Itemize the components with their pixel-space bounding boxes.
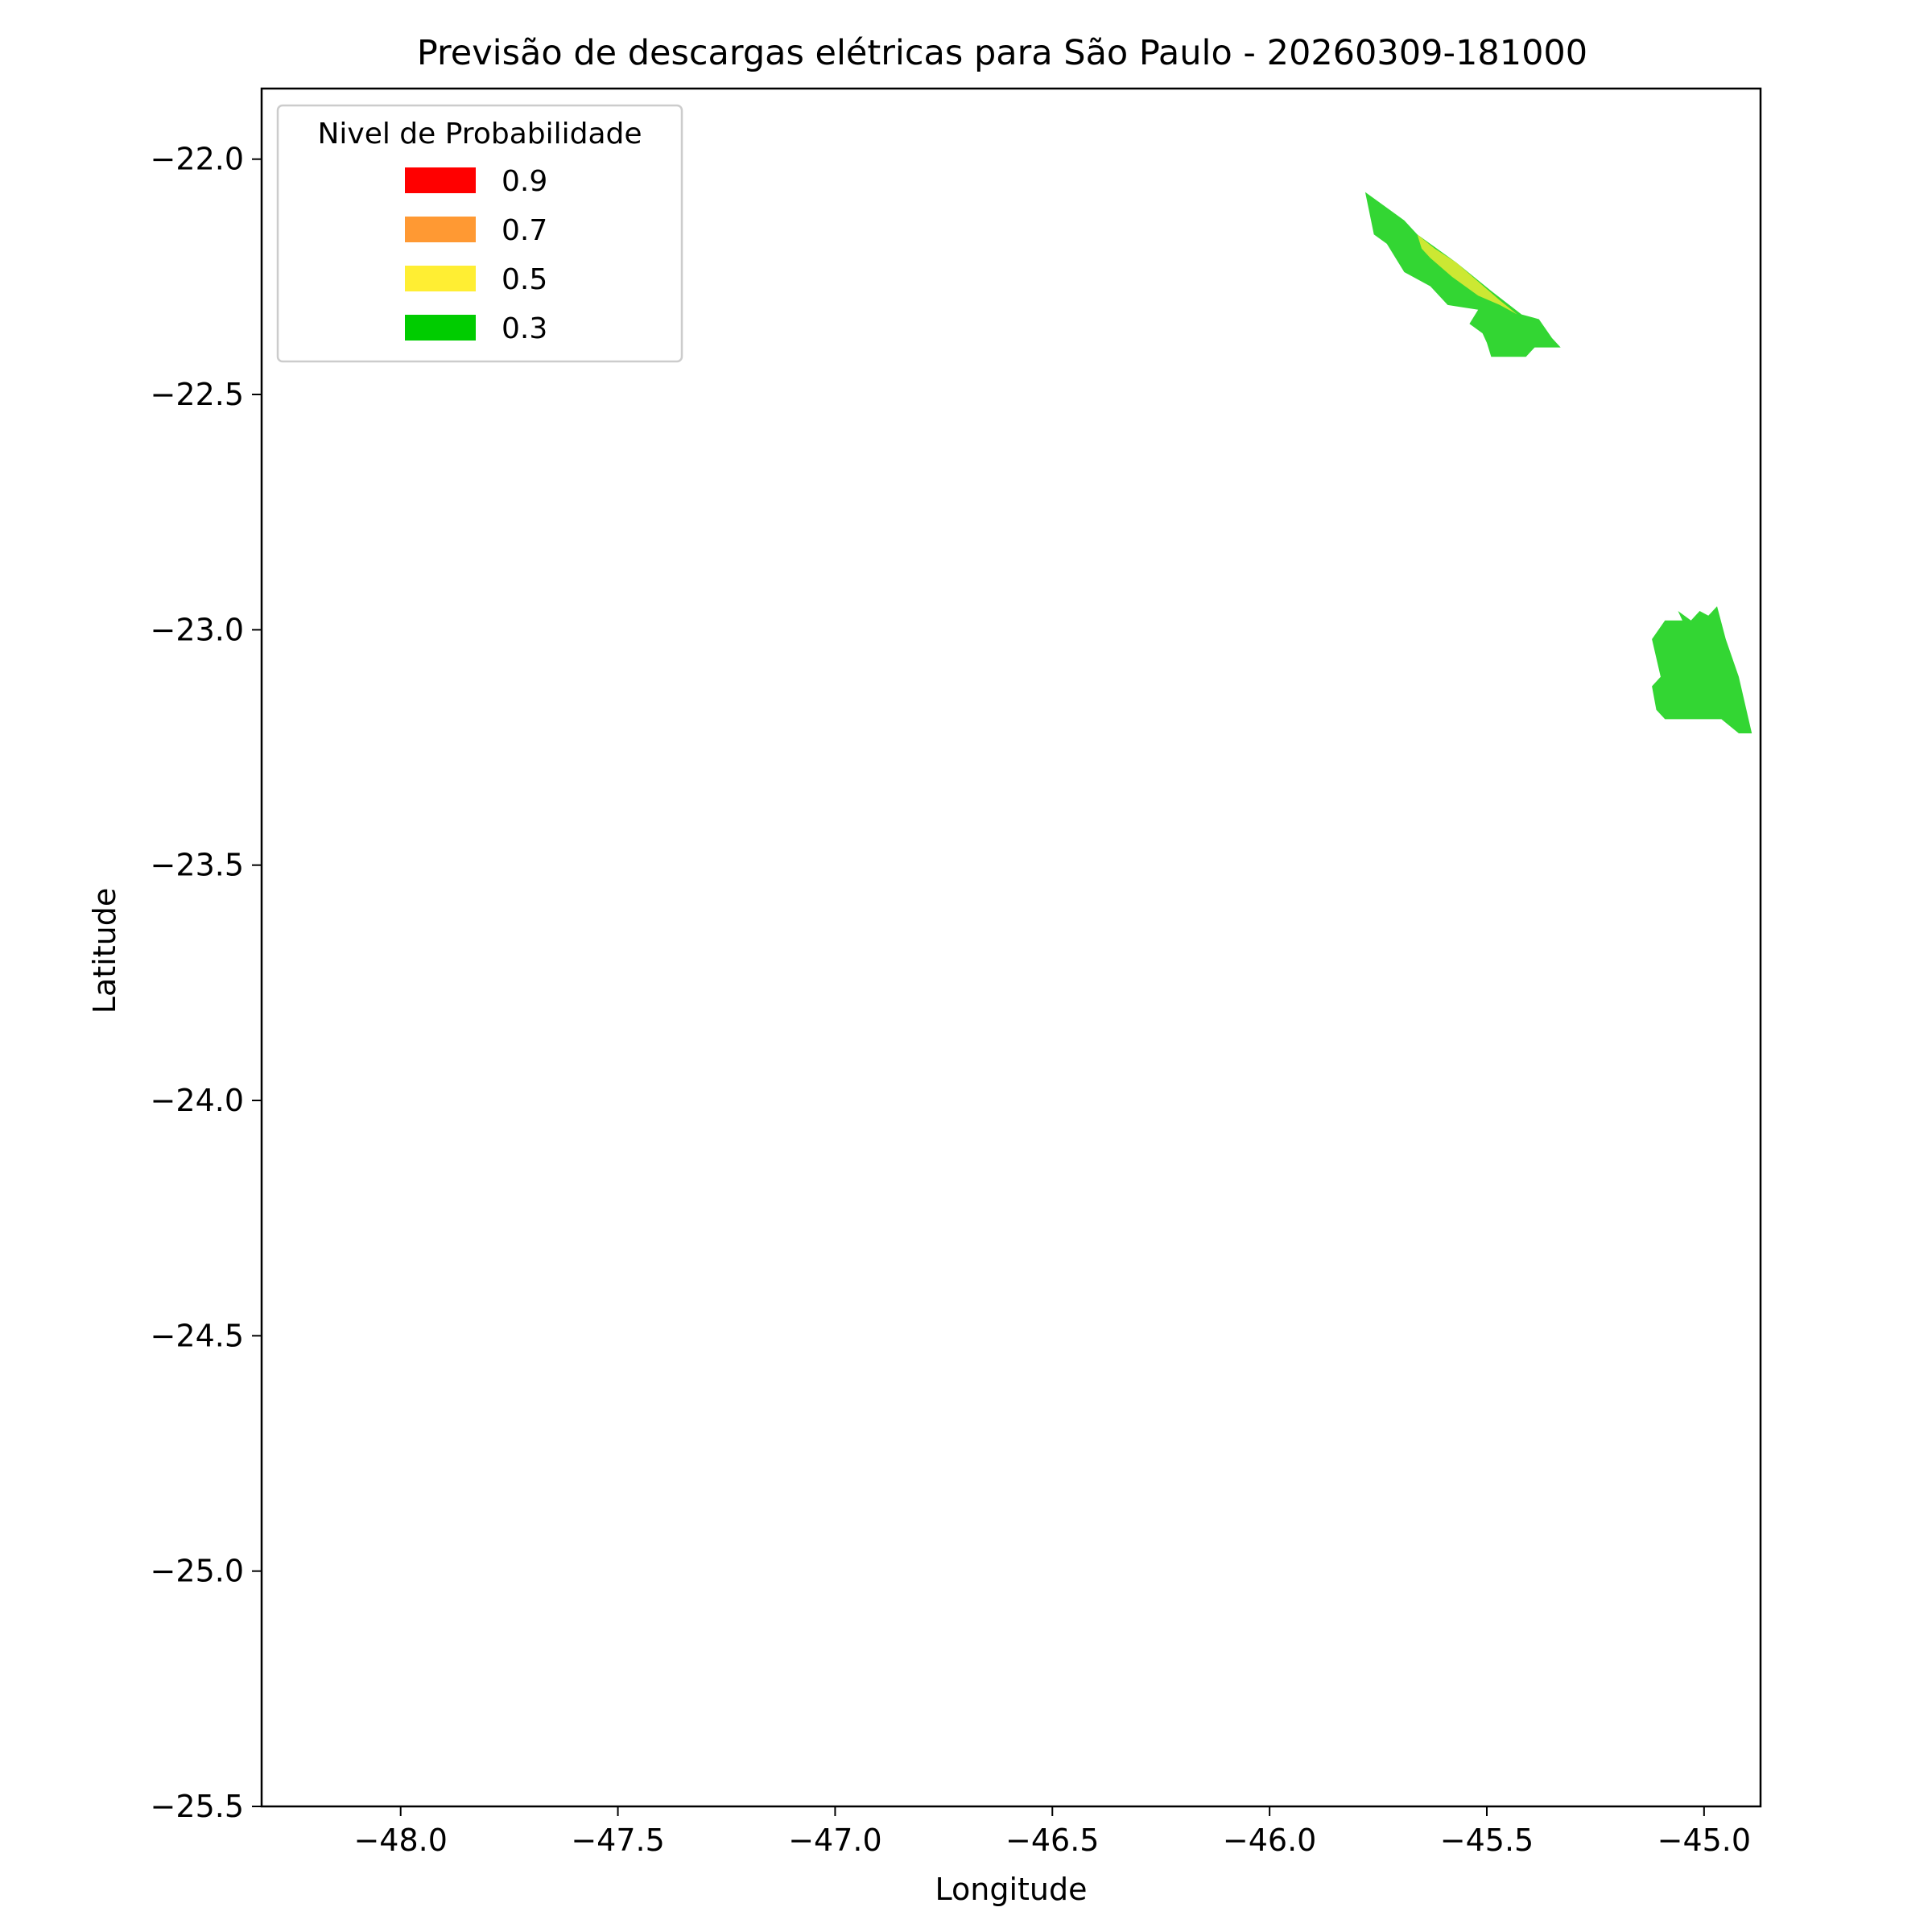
y-axis-label: Latitude xyxy=(87,888,122,1013)
y-tick-label: −22.0 xyxy=(151,142,244,177)
y-tick-label: −25.5 xyxy=(151,1789,244,1824)
y-axis-ticks: −22.0 −22.5 −23.0 −23.5 −24.0 −24.5 −25.0 −25.5 xyxy=(151,142,262,1824)
x-tick-label: −48.0 xyxy=(353,1823,447,1858)
x-tick-label: −45.0 xyxy=(1657,1823,1751,1858)
legend-title: Nivel de Probabilidade xyxy=(317,118,642,151)
legend-label: 0.9 xyxy=(502,165,547,198)
legend-frame xyxy=(276,104,683,363)
x-tick-label: −46.0 xyxy=(1223,1823,1316,1858)
chart-title: Previsão de descargas elétricas para São… xyxy=(417,33,1587,73)
legend-label: 0.3 xyxy=(502,312,547,345)
legend: Nivel de Probabilidade 0.9 0.7 0.5 0.3 xyxy=(276,104,683,363)
y-tick-label: −24.5 xyxy=(151,1318,244,1353)
y-tick-label: −23.0 xyxy=(151,612,244,647)
forecast-regions xyxy=(1364,192,1752,733)
x-tick-label: −47.5 xyxy=(571,1823,664,1858)
legend-label: 0.7 xyxy=(502,214,547,247)
x-axis-label: Longitude xyxy=(935,1872,1088,1907)
plot-frame xyxy=(260,87,1762,1808)
legend-swatch xyxy=(405,266,476,291)
y-tick-label: −22.5 xyxy=(151,377,244,412)
legend-swatch xyxy=(405,167,476,193)
x-tick-label: −46.5 xyxy=(1005,1823,1099,1858)
x-tick-label: −45.5 xyxy=(1440,1823,1534,1858)
legend-swatch xyxy=(405,217,476,242)
y-tick-label: −23.5 xyxy=(151,848,244,883)
probability-region-3 xyxy=(1652,606,1752,733)
probability-region-2 xyxy=(1417,234,1517,315)
legend-swatch xyxy=(405,315,476,341)
legend-entries: 0.9 0.7 0.5 0.3 xyxy=(405,165,547,345)
y-tick-label: −24.0 xyxy=(151,1083,244,1118)
x-axis-ticks: −48.0 −47.5 −47.0 −46.5 −46.0 −45.5 −45.0 xyxy=(353,1806,1751,1858)
y-tick-label: −25.0 xyxy=(151,1554,244,1589)
legend-label: 0.5 xyxy=(502,263,547,296)
x-tick-label: −47.0 xyxy=(788,1823,881,1858)
